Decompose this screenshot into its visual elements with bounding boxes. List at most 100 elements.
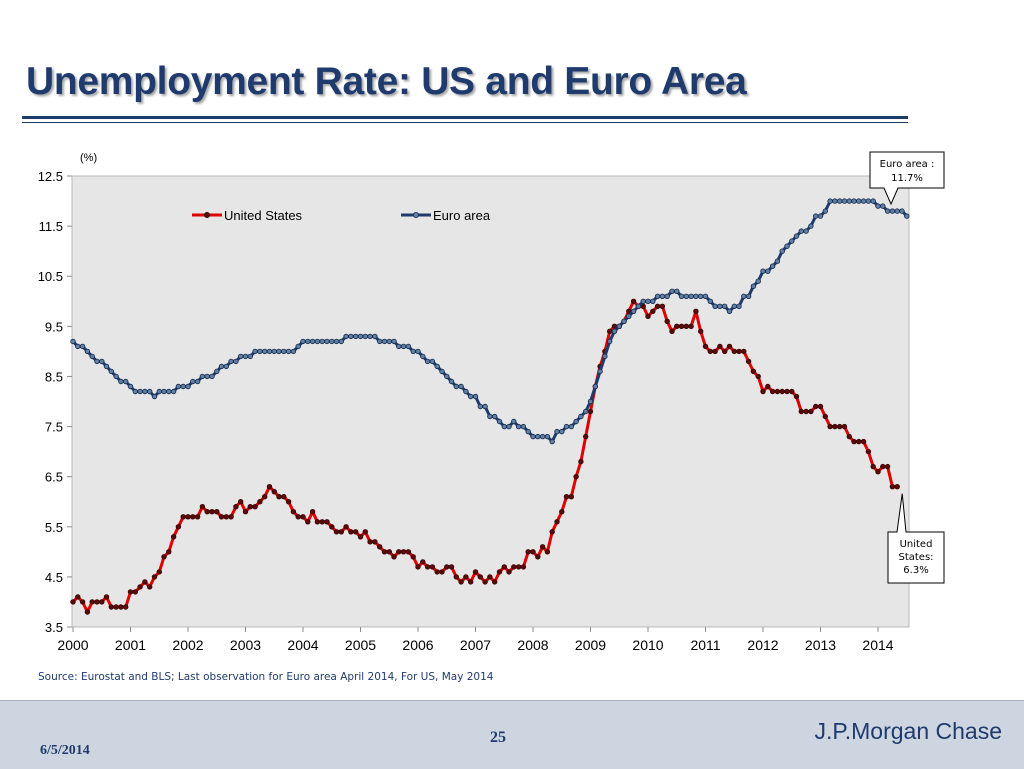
data-point: [563, 494, 570, 500]
footer-bar: 6/5/2014 25 J.P.Morgan Chase: [0, 700, 1024, 769]
data-point: [808, 223, 814, 229]
data-point: [84, 609, 91, 615]
data-point: [84, 348, 91, 355]
data-point: [544, 549, 551, 555]
legend-label: United States: [224, 208, 303, 223]
data-point: [463, 574, 469, 580]
data-point: [99, 599, 105, 605]
data-point: [223, 514, 229, 520]
data-point: [851, 198, 857, 204]
data-point: [415, 348, 421, 355]
data-point: [563, 423, 570, 430]
data-point: [357, 333, 364, 340]
data-point: [501, 564, 507, 570]
data-point: [70, 338, 76, 345]
data-point: [324, 338, 330, 345]
data-point: [736, 348, 742, 355]
data-point: [122, 604, 129, 610]
data-point: [741, 348, 747, 355]
data-point: [75, 343, 81, 350]
data-point: [808, 408, 814, 415]
legend-swatch-marker: [412, 212, 419, 219]
data-point: [760, 268, 766, 274]
data-point: [765, 268, 771, 274]
x-tick-label: 2004: [287, 637, 318, 653]
data-point: [242, 353, 249, 360]
y-axis-unit-label: (%): [80, 152, 97, 164]
data-point: [750, 368, 757, 375]
data-point: [635, 303, 642, 309]
data-point: [535, 433, 541, 440]
data-point: [103, 363, 110, 370]
data-point: [616, 323, 622, 329]
data-point: [209, 509, 215, 515]
data-point: [650, 298, 656, 304]
data-point: [736, 303, 742, 309]
data-point: [223, 363, 229, 370]
data-point: [583, 433, 589, 440]
data-point: [827, 198, 833, 204]
data-point: [774, 258, 781, 264]
data-point: [381, 549, 388, 555]
data-point: [305, 338, 311, 345]
data-point: [305, 519, 311, 525]
data-point: [621, 318, 627, 324]
data-point: [448, 564, 455, 570]
data-point: [899, 208, 905, 214]
data-point: [353, 529, 359, 535]
data-point: [415, 564, 421, 570]
data-point: [309, 509, 316, 515]
data-point: [870, 198, 876, 204]
data-point: [391, 554, 397, 560]
data-point: [880, 463, 886, 470]
data-point: [669, 288, 675, 294]
x-tick-label: 2006: [402, 637, 433, 653]
data-point: [262, 494, 268, 500]
data-point: [257, 348, 263, 355]
data-point: [717, 303, 723, 309]
x-tick-label: 2000: [57, 637, 88, 653]
data-point: [252, 504, 258, 510]
data-point: [290, 509, 297, 515]
data-point: [573, 474, 579, 480]
data-point: [549, 438, 555, 445]
data-point: [266, 484, 273, 490]
data-point: [698, 293, 704, 299]
data-point: [405, 549, 412, 555]
data-point: [659, 303, 666, 309]
data-point: [151, 393, 158, 400]
x-tick-label: 2001: [115, 637, 146, 653]
data-point: [664, 293, 670, 299]
data-point: [760, 388, 766, 395]
data-point: [228, 358, 234, 365]
data-point: [750, 283, 757, 289]
data-point: [103, 594, 110, 600]
data-point: [424, 564, 431, 570]
data-point: [300, 338, 306, 345]
data-point: [487, 574, 493, 580]
y-tick-label: 6.5: [45, 470, 63, 485]
data-point: [602, 353, 608, 360]
data-point: [827, 423, 833, 430]
data-point: [218, 363, 225, 370]
x-tick-label: 2010: [632, 637, 663, 653]
data-point: [865, 198, 872, 204]
data-point: [266, 348, 273, 355]
legend-swatch-marker: [203, 212, 210, 219]
data-point: [472, 569, 479, 575]
data-point: [108, 368, 114, 375]
data-point: [693, 308, 699, 314]
data-point: [70, 599, 76, 605]
data-point: [166, 388, 172, 395]
data-point: [295, 343, 301, 350]
data-point: [530, 433, 536, 440]
slide-title: Unemployment Rate: US and Euro Area: [26, 60, 747, 103]
data-point: [156, 569, 162, 575]
data-point: [453, 574, 459, 580]
data-point: [482, 403, 488, 410]
y-tick-label: 8.5: [45, 369, 63, 384]
data-point: [688, 293, 694, 299]
data-point: [880, 203, 886, 209]
data-point: [420, 559, 426, 565]
data-point: [439, 569, 445, 575]
